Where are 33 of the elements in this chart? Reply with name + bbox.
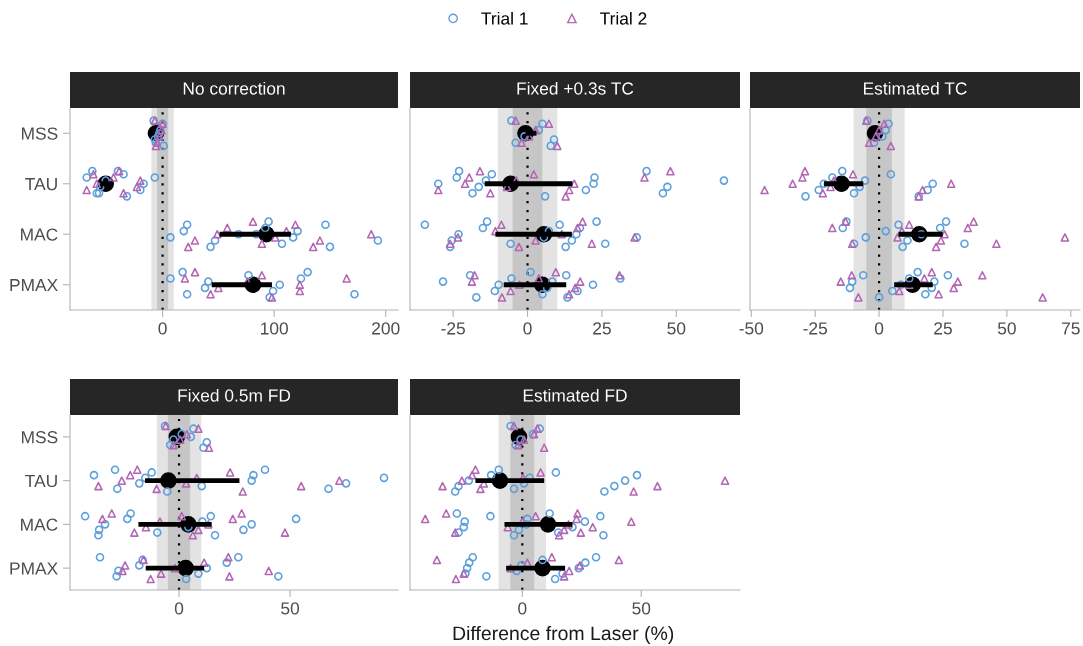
x-tick-label: 25 xyxy=(593,322,611,335)
x-tick-label: 75 xyxy=(1062,322,1080,335)
x-tick-label: 200 xyxy=(372,322,400,335)
chart-title: Fixed 0.5m FD xyxy=(178,388,291,402)
x-axis-title: Difference from Laser (%) xyxy=(453,625,674,645)
x-tick-label: 100 xyxy=(261,322,288,335)
x-tick-label: 0 xyxy=(174,602,184,615)
chart-title: Estimated FD xyxy=(523,388,627,402)
y-tick-label: TAU xyxy=(25,474,57,488)
chart-title: Fixed +0.3s TC xyxy=(517,81,634,95)
x-tick-label: 0 xyxy=(523,322,532,335)
x-tick-label: 0 xyxy=(518,602,527,615)
x-tick-label: -25 xyxy=(803,322,827,335)
chart-title: No correction xyxy=(183,81,285,95)
legend-label: Trial 2 xyxy=(600,11,647,25)
y-tick-label: TAU xyxy=(25,178,57,191)
y-tick-label: PMAX xyxy=(10,562,58,575)
x-tick-label: 0 xyxy=(874,322,884,335)
x-tick-label: 50 xyxy=(632,602,651,615)
x-tick-label: 0 xyxy=(158,322,167,335)
x-tick-label: 50 xyxy=(281,602,300,615)
y-tick-label: MSS xyxy=(22,431,58,444)
legend-label: Trial 1 xyxy=(481,11,528,25)
chart-title: Estimated TC xyxy=(864,81,967,95)
y-tick-label: MSS xyxy=(22,127,58,140)
y-tick-label: PMAX xyxy=(10,279,58,292)
x-tick-label: 50 xyxy=(667,322,686,335)
y-tick-label: MAC xyxy=(21,518,58,531)
x-tick-label: -50 xyxy=(739,322,764,335)
x-tick-label: -25 xyxy=(441,322,465,335)
x-tick-label: 50 xyxy=(997,322,1016,335)
y-tick-label: MAC xyxy=(21,228,58,241)
x-tick-label: 25 xyxy=(934,322,952,335)
